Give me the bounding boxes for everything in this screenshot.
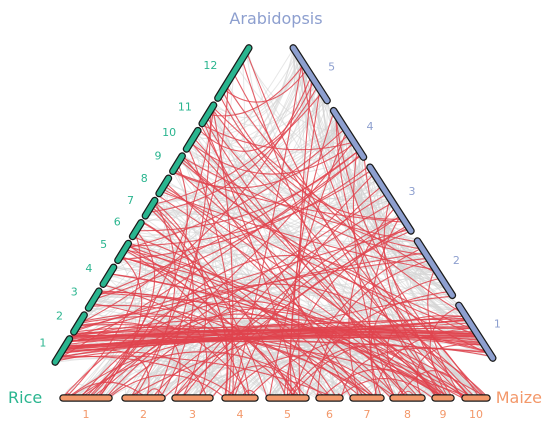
rice-chromosome-label: 6 — [114, 216, 121, 229]
species-label-rice: Rice — [8, 388, 42, 407]
arabidopsis-chromosome-label: 1 — [494, 318, 501, 331]
species-label-arabidopsis: Arabidopsis — [229, 9, 322, 28]
maize-chromosome-label: 8 — [404, 408, 411, 421]
rice-chromosome-label: 5 — [100, 238, 107, 251]
species-label-maize: Maize — [496, 388, 542, 407]
maize-chromosome-label: 2 — [140, 408, 147, 421]
arabidopsis-chromosome-label: 5 — [328, 60, 335, 73]
rice-chromosome-label: 4 — [85, 262, 92, 275]
rice-chromosome-label: 7 — [127, 194, 134, 207]
maize-chromosome-label: 10 — [469, 408, 483, 421]
rice-chromosome-label: 10 — [162, 126, 176, 139]
rice-chromosome-label: 1 — [39, 336, 46, 349]
rice-chromosome-label: 9 — [154, 150, 161, 163]
rice-chromosome-label: 12 — [203, 59, 217, 72]
maize-chromosome-label: 6 — [326, 408, 333, 421]
maize-chromosome-label: 7 — [364, 408, 371, 421]
arabidopsis-chromosome-label: 3 — [408, 185, 415, 198]
maize-chromosome-label: 4 — [237, 408, 244, 421]
rice-chromosome-label: 2 — [56, 309, 63, 322]
rice-chromosome-label: 8 — [141, 172, 148, 185]
maize-chromosome-label: 5 — [284, 408, 291, 421]
arabidopsis-chromosome-label: 2 — [453, 254, 460, 267]
maize-chromosome-label: 3 — [189, 408, 196, 421]
maize-chromosome-label: 1 — [83, 408, 90, 421]
maize-chromosome-label: 9 — [440, 408, 447, 421]
arabidopsis-chromosome-label: 4 — [367, 120, 374, 133]
rice-chromosome-label: 3 — [71, 286, 78, 299]
rice-chromosome-label: 11 — [178, 100, 192, 113]
